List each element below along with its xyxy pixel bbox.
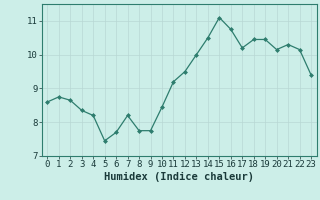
- X-axis label: Humidex (Indice chaleur): Humidex (Indice chaleur): [104, 172, 254, 182]
